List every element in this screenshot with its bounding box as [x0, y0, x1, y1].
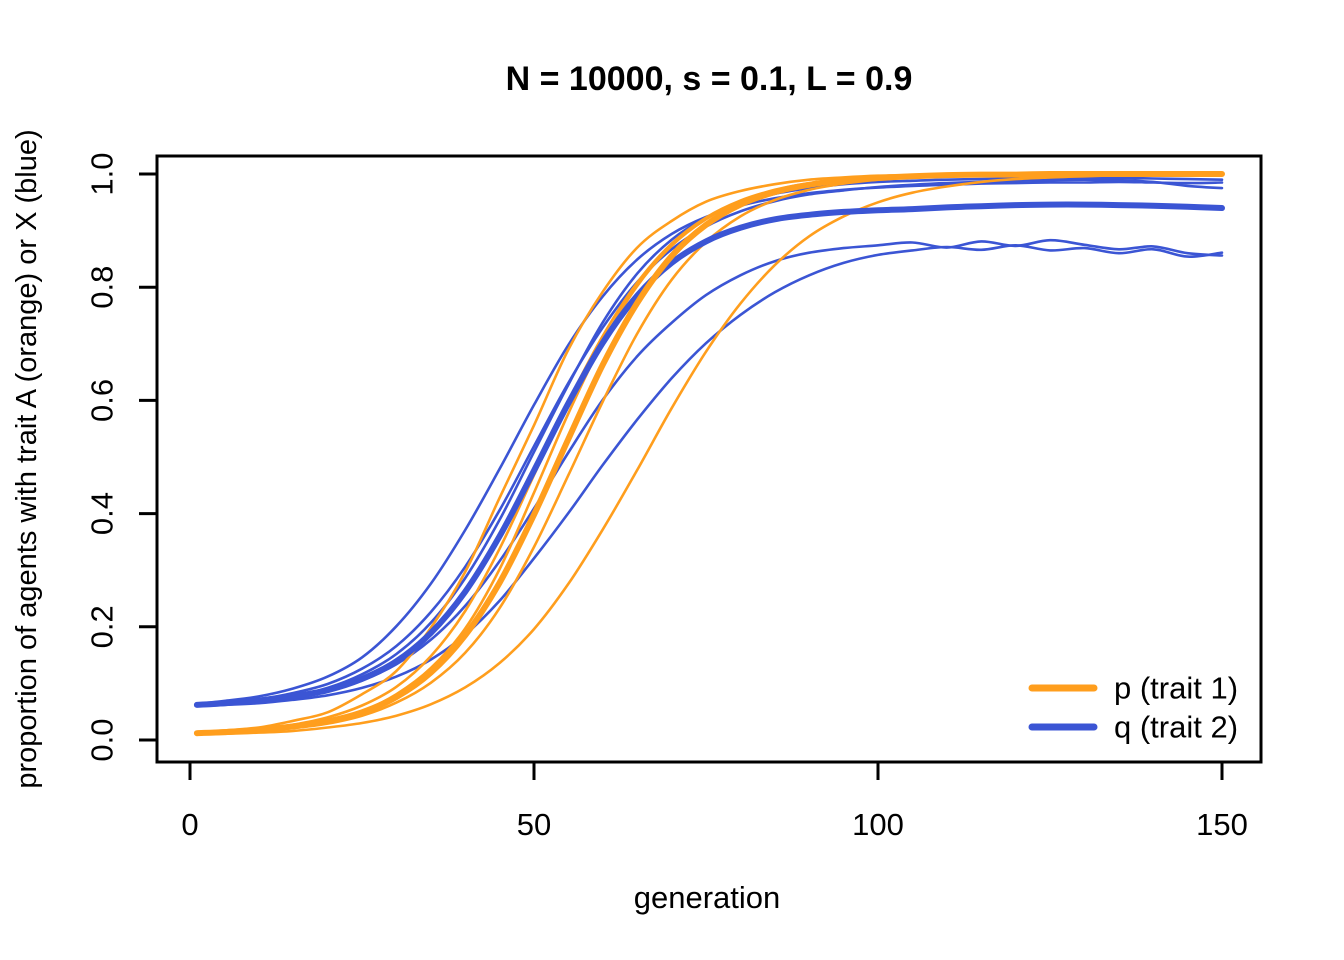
x-axis-ticks: 0 50 100 150 [181, 762, 1248, 842]
x-tick-label: 50 [517, 807, 551, 842]
y-axis-ticks: 0.0 0.2 0.4 0.6 0.8 1.0 [85, 152, 157, 762]
x-tick-label: 0 [181, 807, 198, 842]
y-tick-label: 0.8 [85, 266, 120, 309]
y-tick-label: 0.0 [85, 718, 120, 761]
x-tick-label: 150 [1196, 807, 1248, 842]
series-p-run-3 [195, 172, 1224, 736]
series-q-run-4 [195, 238, 1224, 708]
series-p-run-5 [195, 172, 1224, 736]
series-q-run-3 [195, 176, 1224, 707]
series-p-run-2 [195, 172, 1224, 735]
x-tick-label: 100 [852, 807, 904, 842]
legend-label-q: q (trait 2) [1114, 710, 1238, 745]
y-tick-label: 1.0 [85, 152, 120, 195]
series-p-run-4 [195, 172, 1224, 736]
y-tick-label: 0.4 [85, 492, 120, 535]
series-lines [193, 170, 1225, 737]
chart-title: N = 10000, s = 0.1, L = 0.9 [506, 60, 913, 98]
series-q-run-2 [195, 178, 1224, 707]
x-axis-title: generation [634, 880, 781, 915]
series-q-run-1 [195, 180, 1224, 706]
y-axis-title: proportion of agents with trait A (orang… [11, 129, 43, 788]
series-p-mean-trait-1- [193, 170, 1225, 737]
series-q-run-5 [195, 243, 1224, 708]
plot-border [155, 154, 1263, 764]
legend-label-p: p (trait 1) [1114, 671, 1238, 706]
legend: p (trait 1) q (trait 2) [1028, 671, 1238, 745]
series-p-run-1 [195, 172, 1224, 734]
y-tick-label: 0.2 [85, 605, 120, 648]
y-tick-label: 0.6 [85, 379, 120, 422]
series-q-mean-trait-2- [193, 201, 1225, 708]
